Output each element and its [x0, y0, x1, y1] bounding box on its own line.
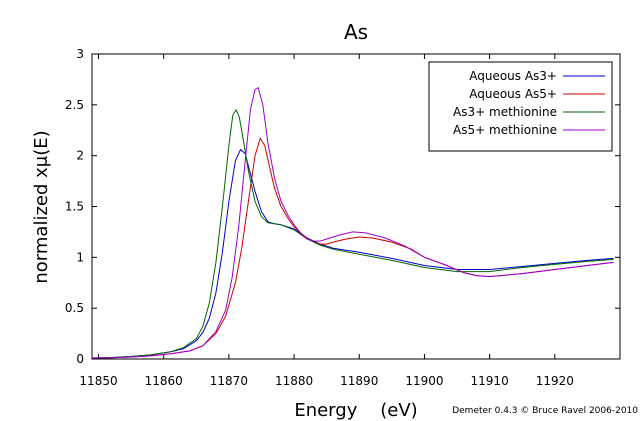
y-tick-label: 0 — [76, 352, 84, 366]
y-axis-label: normalized xμ(E) — [31, 130, 52, 283]
y-tick-label: 3 — [76, 47, 84, 61]
legend-label: As5+ methionine — [453, 123, 557, 137]
legend-label: As3+ methionine — [453, 105, 557, 119]
chart-title: As — [344, 20, 368, 44]
y-tick-label: 1 — [76, 250, 84, 264]
legend: Aqueous As3+ Aqueous As5+ As3+ methionine A… — [428, 61, 613, 152]
y-tick-label: 2.5 — [65, 98, 84, 112]
legend-box — [428, 61, 613, 152]
series-line-as5-methionine — [91, 86, 614, 359]
legend-label: Aqueous As3+ — [469, 69, 557, 83]
y-tick-label: 2 — [76, 149, 84, 163]
credit-text: Demeter 0.4.3 © Bruce Ravel 2006-2010 — [452, 406, 638, 416]
legend-label: Aqueous As5+ — [469, 87, 557, 101]
x-tick-label: 11870 — [210, 374, 248, 388]
series-line-aqueous-as5 — [91, 137, 614, 359]
y-tick-label: 0.5 — [65, 301, 84, 315]
x-tick-label: 11850 — [79, 374, 117, 388]
series-group — [91, 86, 614, 359]
series-line-aqueous-as3 — [91, 148, 614, 359]
series-line-as3-methionine — [91, 108, 614, 359]
x-tick-label: 11920 — [536, 374, 574, 388]
y-tick-label: 1.5 — [65, 200, 84, 214]
x-tick-label: 11890 — [340, 374, 378, 388]
x-tick-label: 11860 — [145, 374, 183, 388]
x-tick-label: 11880 — [275, 374, 313, 388]
x-tick-label: 11900 — [405, 374, 443, 388]
x-axis-label: Energy (eV) — [294, 400, 417, 421]
axis-ticks: 11850 11860 11870 11880 11890 11900 11910 11920… — [65, 47, 620, 388]
x-tick-label: 11910 — [471, 374, 509, 388]
